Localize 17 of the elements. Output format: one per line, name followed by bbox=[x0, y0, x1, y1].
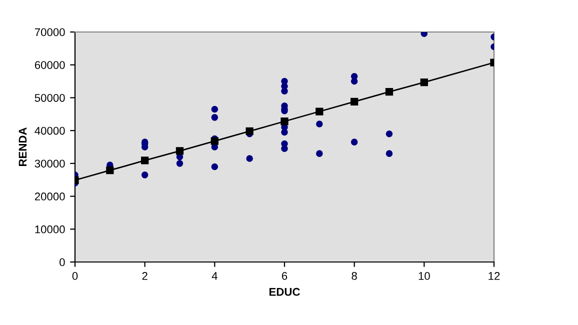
x-tick-label: 8 bbox=[352, 272, 357, 280]
y-tick-label: 30000 bbox=[34, 160, 65, 168]
y-tick-label: 70000 bbox=[34, 28, 65, 36]
x-axis-title: EDUC bbox=[270, 288, 300, 296]
y-tick-label: 40000 bbox=[34, 126, 65, 135]
y-axis-title: RENDA bbox=[18, 128, 27, 166]
y-tick-label: 10000 bbox=[35, 225, 65, 234]
x-tick-label: 2 bbox=[142, 272, 148, 280]
y-tick-label: 0 bbox=[60, 258, 65, 266]
x-tick-label: 12 bbox=[488, 272, 500, 280]
x-tick-label: 10 bbox=[418, 272, 430, 280]
y-tick-label: 20000 bbox=[34, 192, 65, 200]
x-tick-label: 4 bbox=[212, 272, 218, 280]
y-tick-label: 50000 bbox=[34, 94, 65, 102]
x-tick-label: 0 bbox=[72, 272, 78, 280]
y-tick-label: 60000 bbox=[34, 61, 65, 69]
x-tick-label: 6 bbox=[282, 272, 288, 280]
